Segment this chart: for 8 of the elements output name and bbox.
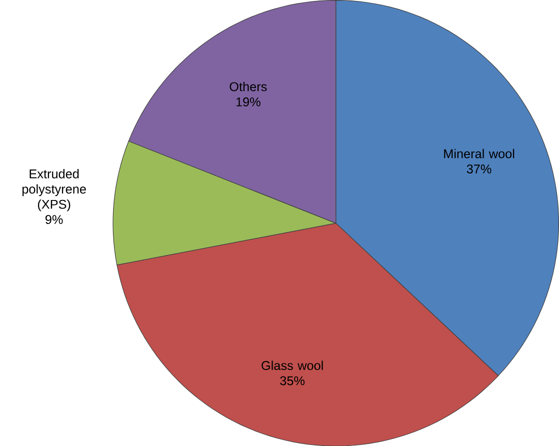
slice-label: Extruded polystyrene (XPS) (22, 168, 86, 212)
data-label: 19% (236, 97, 260, 106)
slice-label: Others (230, 82, 267, 92)
slice-label: Mineral wool (444, 148, 514, 158)
data-label: 9% (46, 214, 63, 224)
slice-label: Glass wool (262, 360, 323, 370)
data-label: 35% (280, 376, 305, 386)
data-label: 37% (466, 164, 492, 174)
